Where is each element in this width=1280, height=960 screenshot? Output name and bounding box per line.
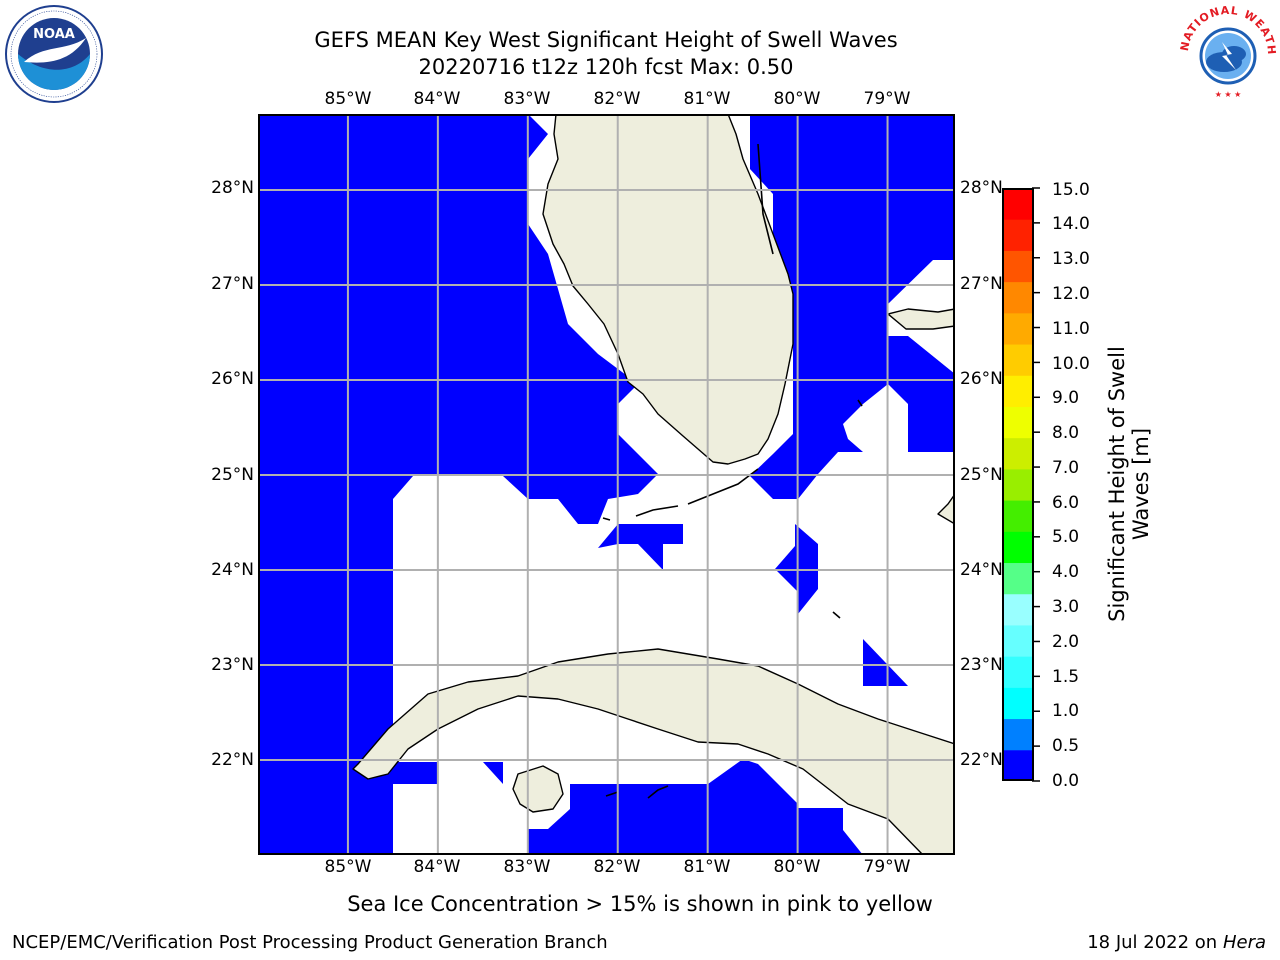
sea-ice-note: Sea Ice Concentration > 15% is shown in … [347,892,933,916]
noaa-logo: NOAA [5,5,103,103]
colorbar-segment [1002,437,1034,470]
isla-de-la-juventud [512,765,564,813]
colorbar-segment [1002,468,1034,501]
chart-subtitle: 20220716 t12z 120h fcst Max: 0.50 [418,55,794,79]
swell-height-map [258,114,955,855]
lat-label-right: 27°N [960,274,1003,294]
noaa-logo-text: NOAA [33,27,75,42]
colorbar-tick-label: 10.0 [1052,354,1090,374]
colorbar-tick-label: 3.0 [1052,597,1080,617]
cuba [352,648,955,855]
lat-label-right: 24°N [960,560,1003,580]
colorbar-segment [1002,250,1034,283]
colorbar-tick-label: 15.0 [1052,180,1090,200]
lat-label-right: 23°N [960,655,1003,675]
lat-label-right: 22°N [960,750,1003,770]
colorbar-tick-label: 4.0 [1052,562,1080,582]
lat-label-left: 28°N [211,178,254,198]
colorbar-tick-label: 12.0 [1052,284,1090,304]
lon-label-bottom: 79°W [863,857,911,877]
colorbar-frame [1002,188,1034,781]
lon-label-bottom: 81°W [683,857,731,877]
lon-label-bottom: 85°W [324,857,372,877]
lat-label-left: 23°N [211,655,254,675]
lon-label-top: 85°W [324,89,372,109]
lat-label-left: 27°N [211,274,254,294]
colorbar-tick-label: 2.0 [1052,632,1080,652]
colorbar-segment [1002,406,1034,439]
lon-label-bottom: 82°W [593,857,641,877]
lat-label-right: 25°N [960,465,1003,485]
swell-region-caribbean [393,759,863,855]
colorbar-segments [1002,188,1034,781]
lon-label-top: 79°W [863,89,911,109]
svg-text:★ ★ ★: ★ ★ ★ [1215,90,1242,99]
colorbar-tick-label: 0.5 [1052,736,1080,756]
lon-label-top: 80°W [773,89,821,109]
footer-branch: NCEP/EMC/Verification Post Processing Pr… [12,932,608,953]
colorbar-ticks [1032,187,1040,782]
colorbar-tick-label: 6.0 [1052,493,1080,513]
colorbar-segment [1002,656,1034,688]
lon-label-top: 83°W [503,89,551,109]
map-frame [258,114,955,855]
graticule [258,114,955,855]
lon-label-bottom: 84°W [413,857,461,877]
footer-host: Hera [1222,932,1266,953]
land-masses [352,114,955,855]
lon-label-top: 84°W [413,89,461,109]
colorbar-segment [1002,562,1034,595]
nws-logo: NATIONAL WEATHER SERVICE ★ ★ ★ [1178,2,1277,100]
colorbar-tick-label: 11.0 [1052,319,1090,339]
colorbar-segment [1002,624,1034,657]
swell-region-keys [598,524,683,570]
colorbar-segment [1002,500,1034,532]
lon-label-bottom: 80°W [773,857,821,877]
colorbar-segment [1002,281,1034,314]
lat-label-left: 26°N [211,369,254,389]
colorbar-tick-label: 5.0 [1052,527,1080,547]
colorbar-segment [1002,687,1034,720]
lon-label-top: 82°W [593,89,641,109]
cuba-north-cays [937,493,955,525]
colorbar-label: Significant Height of Swell Waves [m] [1105,346,1153,622]
coast-details [602,143,863,799]
lat-label-left: 22°N [211,750,254,770]
colorbar-segment [1002,344,1034,376]
footer-date-text: 18 Jul 2022 on [1087,932,1223,953]
florida-peninsula [542,114,794,465]
lon-label-bottom: 83°W [503,857,551,877]
colorbar-segment [1002,718,1034,751]
colorbar-tick-label: 7.0 [1052,458,1080,478]
swell-region-atlantic-north [750,114,955,499]
colorbar-segment [1002,749,1034,781]
swell-region-gulf [258,114,658,855]
colorbar-segment [1002,188,1034,220]
colorbar-tick-label: 0.0 [1052,771,1080,791]
lat-label-right: 26°N [960,369,1003,389]
colorbar-segment [1002,375,1034,407]
swell-region-bahamas-south [863,639,908,686]
colorbar-tick-label: 9.0 [1052,388,1080,408]
colorbar-segment [1002,312,1034,345]
lat-label-left: 24°N [211,560,254,580]
colorbar-tick-label: 14.0 [1052,214,1090,234]
footer-date: 18 Jul 2022 on Hera [1087,932,1266,954]
bahamas-andros [887,308,955,330]
colorbar-tick-label: 1.0 [1052,701,1080,721]
lat-label-left: 25°N [211,465,254,485]
lon-label-top: 81°W [683,89,731,109]
lat-label-right: 28°N [960,178,1003,198]
colorbar-segment [1002,593,1034,626]
colorbar-tick-label: 13.0 [1052,249,1090,269]
colorbar-tick-label: 8.0 [1052,423,1080,443]
colorbar-tick-label: 1.5 [1052,667,1080,687]
colorbar-segment [1002,531,1034,564]
colorbar-segment [1002,219,1034,251]
colorbar [1002,188,1034,781]
chart-title: GEFS MEAN Key West Significant Height of… [314,28,898,52]
